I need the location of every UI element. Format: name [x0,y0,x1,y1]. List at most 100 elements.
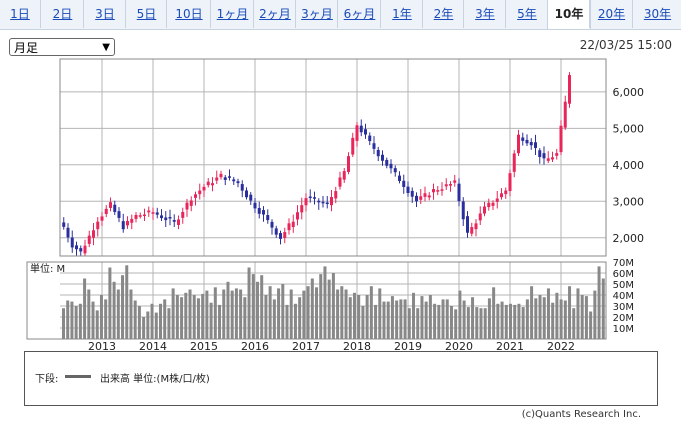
volume-bar [298,297,302,339]
candle-down [279,233,282,239]
volume-bar [205,290,209,339]
candle-down [393,168,397,173]
price-tick-label: 5,000 [613,122,645,135]
volume-bar [399,299,403,339]
candle-up [185,202,189,210]
volume-bar [487,298,491,339]
year-tick-label: 2014 [139,340,167,351]
candle-down [385,159,389,166]
candle-up [474,223,478,230]
candle-down [270,221,274,228]
candle-down [155,212,159,215]
candle-up [508,173,512,192]
volume-bar [386,301,390,339]
volume-bar [125,265,129,339]
period-select[interactable]: 月足 ▼ [9,38,115,56]
volume-bar [264,295,268,339]
volume-bar [91,301,95,339]
volume-bar [572,308,576,339]
candle-up [147,210,151,213]
candle-up [215,177,219,181]
candle-down [249,194,253,201]
volume-bar [424,301,428,339]
tab-5-day[interactable]: 5日 [125,0,167,28]
volume-bar [315,287,319,339]
candle-up [568,75,571,104]
volume-bar [454,309,458,339]
candle-down [262,210,265,215]
tab-3-day[interactable]: 3日 [83,0,126,28]
candle-down [359,125,363,133]
volume-bar [576,288,580,339]
tab-3-year[interactable]: 3年 [463,0,506,28]
volume-bar [310,278,314,339]
tab-5-year[interactable]: 5年 [505,0,548,28]
volume-bar [542,297,546,339]
tab-2-month[interactable]: 2ヶ月 [253,0,296,28]
candle-up [555,153,559,156]
year-tick-label: 2019 [394,340,422,351]
volume-bar [180,297,184,339]
candle-down [253,202,257,209]
volume-bar [293,303,297,339]
volume-bar [66,300,70,339]
candle-down [415,195,418,202]
candle-down [75,245,78,250]
candle-up [423,193,427,197]
candle-up [495,198,499,202]
candle-up [194,194,197,198]
volume-bar [412,292,416,339]
volume-bar [403,299,407,339]
volume-bar [188,289,192,339]
volume-bar [336,289,340,339]
tab-20-year[interactable]: 20年 [589,0,633,28]
volume-bar [167,308,171,339]
volume-bar [108,267,112,339]
tab-2-day[interactable]: 2日 [40,0,84,28]
tab-1-year[interactable]: 1年 [380,0,423,28]
tab-1-month[interactable]: 1ヶ月 [210,0,254,28]
candle-down [117,211,121,218]
candle-down [364,129,367,135]
candle-up [355,125,359,141]
volume-bar [209,302,213,339]
volume-bar [104,299,108,339]
tab-6-month[interactable]: 6ヶ月 [337,0,381,28]
candle-down [325,202,329,205]
volume-bar [78,303,82,339]
year-tick-label: 2017 [292,340,320,351]
volume-bar [593,290,597,339]
candle-up [92,230,95,238]
candle-down [70,237,74,248]
candle-down [376,149,380,157]
volume-tick-label: 50M [613,280,634,291]
candle-down [121,221,125,230]
candle-up [440,189,444,191]
candle-down [164,217,168,221]
tab-10-year[interactable]: 10年 [547,0,591,29]
candle-up [551,157,554,160]
tab-3-month[interactable]: 3ヶ月 [295,0,338,28]
tab-1-day[interactable]: 1日 [10,7,30,21]
tab-2-year[interactable]: 2年 [422,0,464,28]
volume-panel-frame [26,261,607,340]
volume-bar [445,299,449,339]
candle-up [487,202,491,208]
period-tab-bar: 1日 2日 3日 5日 10日 1ヶ月 2ヶ月 3ヶ月 6ヶ月 1年 2年 3年… [0,0,681,30]
price-tick-label: 3,000 [613,195,645,208]
volume-bar [395,300,399,339]
tab-10-day[interactable]: 10日 [166,0,211,28]
volume-bar [234,288,238,339]
candle-up [130,218,134,223]
legend-box: 下段: 出来高 単位:(M株/口/枚) [24,351,658,406]
volume-tick-label: 20M [613,313,634,324]
volume-bar [601,278,605,339]
volume-bar [580,295,584,339]
volume-bar [530,286,534,339]
price-panel-frame [59,58,607,257]
volume-bar [285,304,289,339]
candle-down [402,180,406,187]
tab-30-year[interactable]: 30年 [632,0,681,28]
candle-down [368,135,372,142]
candle-up [219,173,223,178]
